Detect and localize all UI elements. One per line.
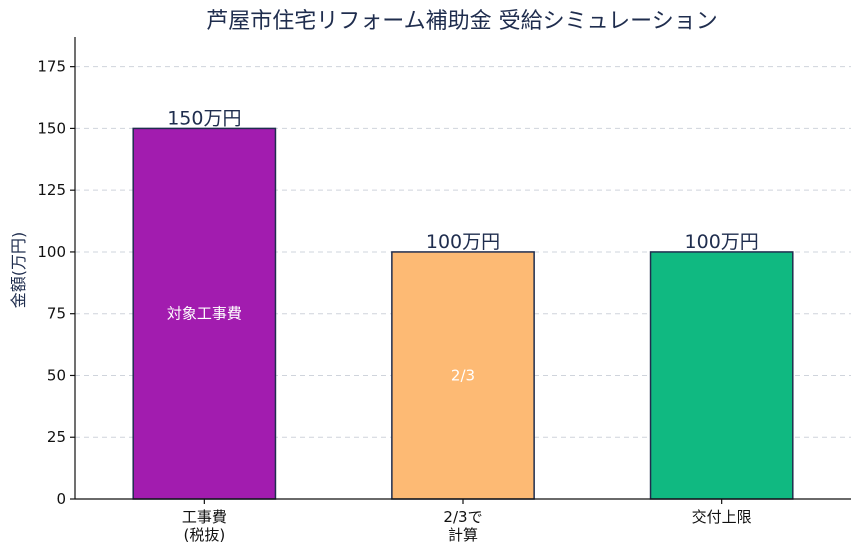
x-tick-label: 計算 bbox=[448, 526, 478, 544]
chart-title: 芦屋市住宅リフォーム補助金 受給シミュレーション bbox=[206, 9, 717, 34]
y-tick-label: 50 bbox=[47, 366, 66, 384]
y-tick-label: 125 bbox=[37, 181, 66, 199]
bar-inner-label: 対象工事費 bbox=[167, 305, 242, 323]
bar-value-label: 150万円 bbox=[167, 107, 241, 129]
x-tick-label: (税抜) bbox=[183, 526, 225, 544]
x-tick-label: 工事費 bbox=[182, 508, 227, 526]
y-tick-label: 25 bbox=[47, 428, 66, 446]
y-axis-label: 金額(万円) bbox=[9, 232, 28, 309]
y-tick-label: 150 bbox=[37, 119, 66, 137]
x-tick-label: 2/3で bbox=[443, 508, 482, 526]
bar bbox=[649, 251, 794, 500]
bar-inner-label: 2/3 bbox=[451, 366, 475, 384]
bar bbox=[391, 251, 535, 500]
bar-value-label: 100万円 bbox=[426, 231, 500, 253]
y-tick-label: 100 bbox=[37, 243, 66, 261]
y-tick-label: 0 bbox=[56, 490, 66, 508]
x-tick-label: 交付上限 bbox=[692, 508, 752, 526]
axes bbox=[70, 37, 851, 504]
bars bbox=[132, 127, 794, 500]
bar bbox=[132, 127, 277, 500]
y-tick-label: 75 bbox=[47, 305, 66, 323]
bar-value-label: 100万円 bbox=[685, 231, 759, 253]
y-tick-label: 175 bbox=[37, 58, 66, 76]
